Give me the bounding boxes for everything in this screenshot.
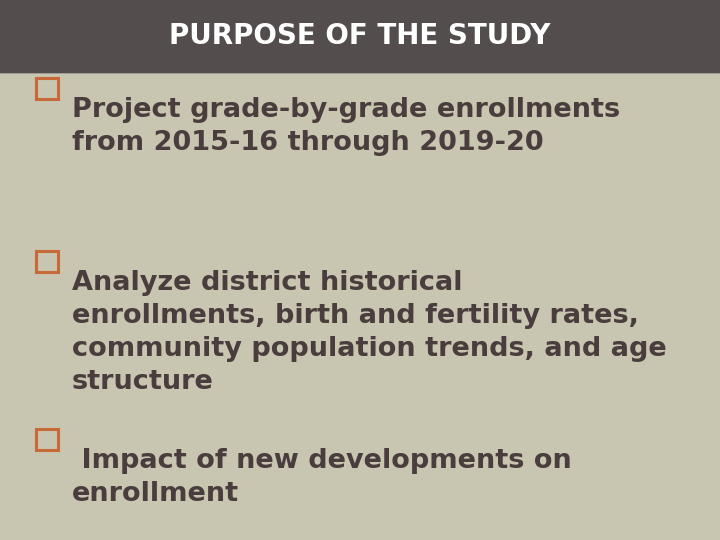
FancyBboxPatch shape <box>0 0 720 73</box>
Text: Analyze district historical
enrollments, birth and fertility rates,
community po: Analyze district historical enrollments,… <box>72 270 667 395</box>
Text: Impact of new developments on
enrollment: Impact of new developments on enrollment <box>72 448 572 507</box>
Text: PURPOSE OF THE STUDY: PURPOSE OF THE STUDY <box>169 23 551 50</box>
Text: Project grade-by-grade enrollments
from 2015-16 through 2019-20: Project grade-by-grade enrollments from … <box>72 97 620 156</box>
